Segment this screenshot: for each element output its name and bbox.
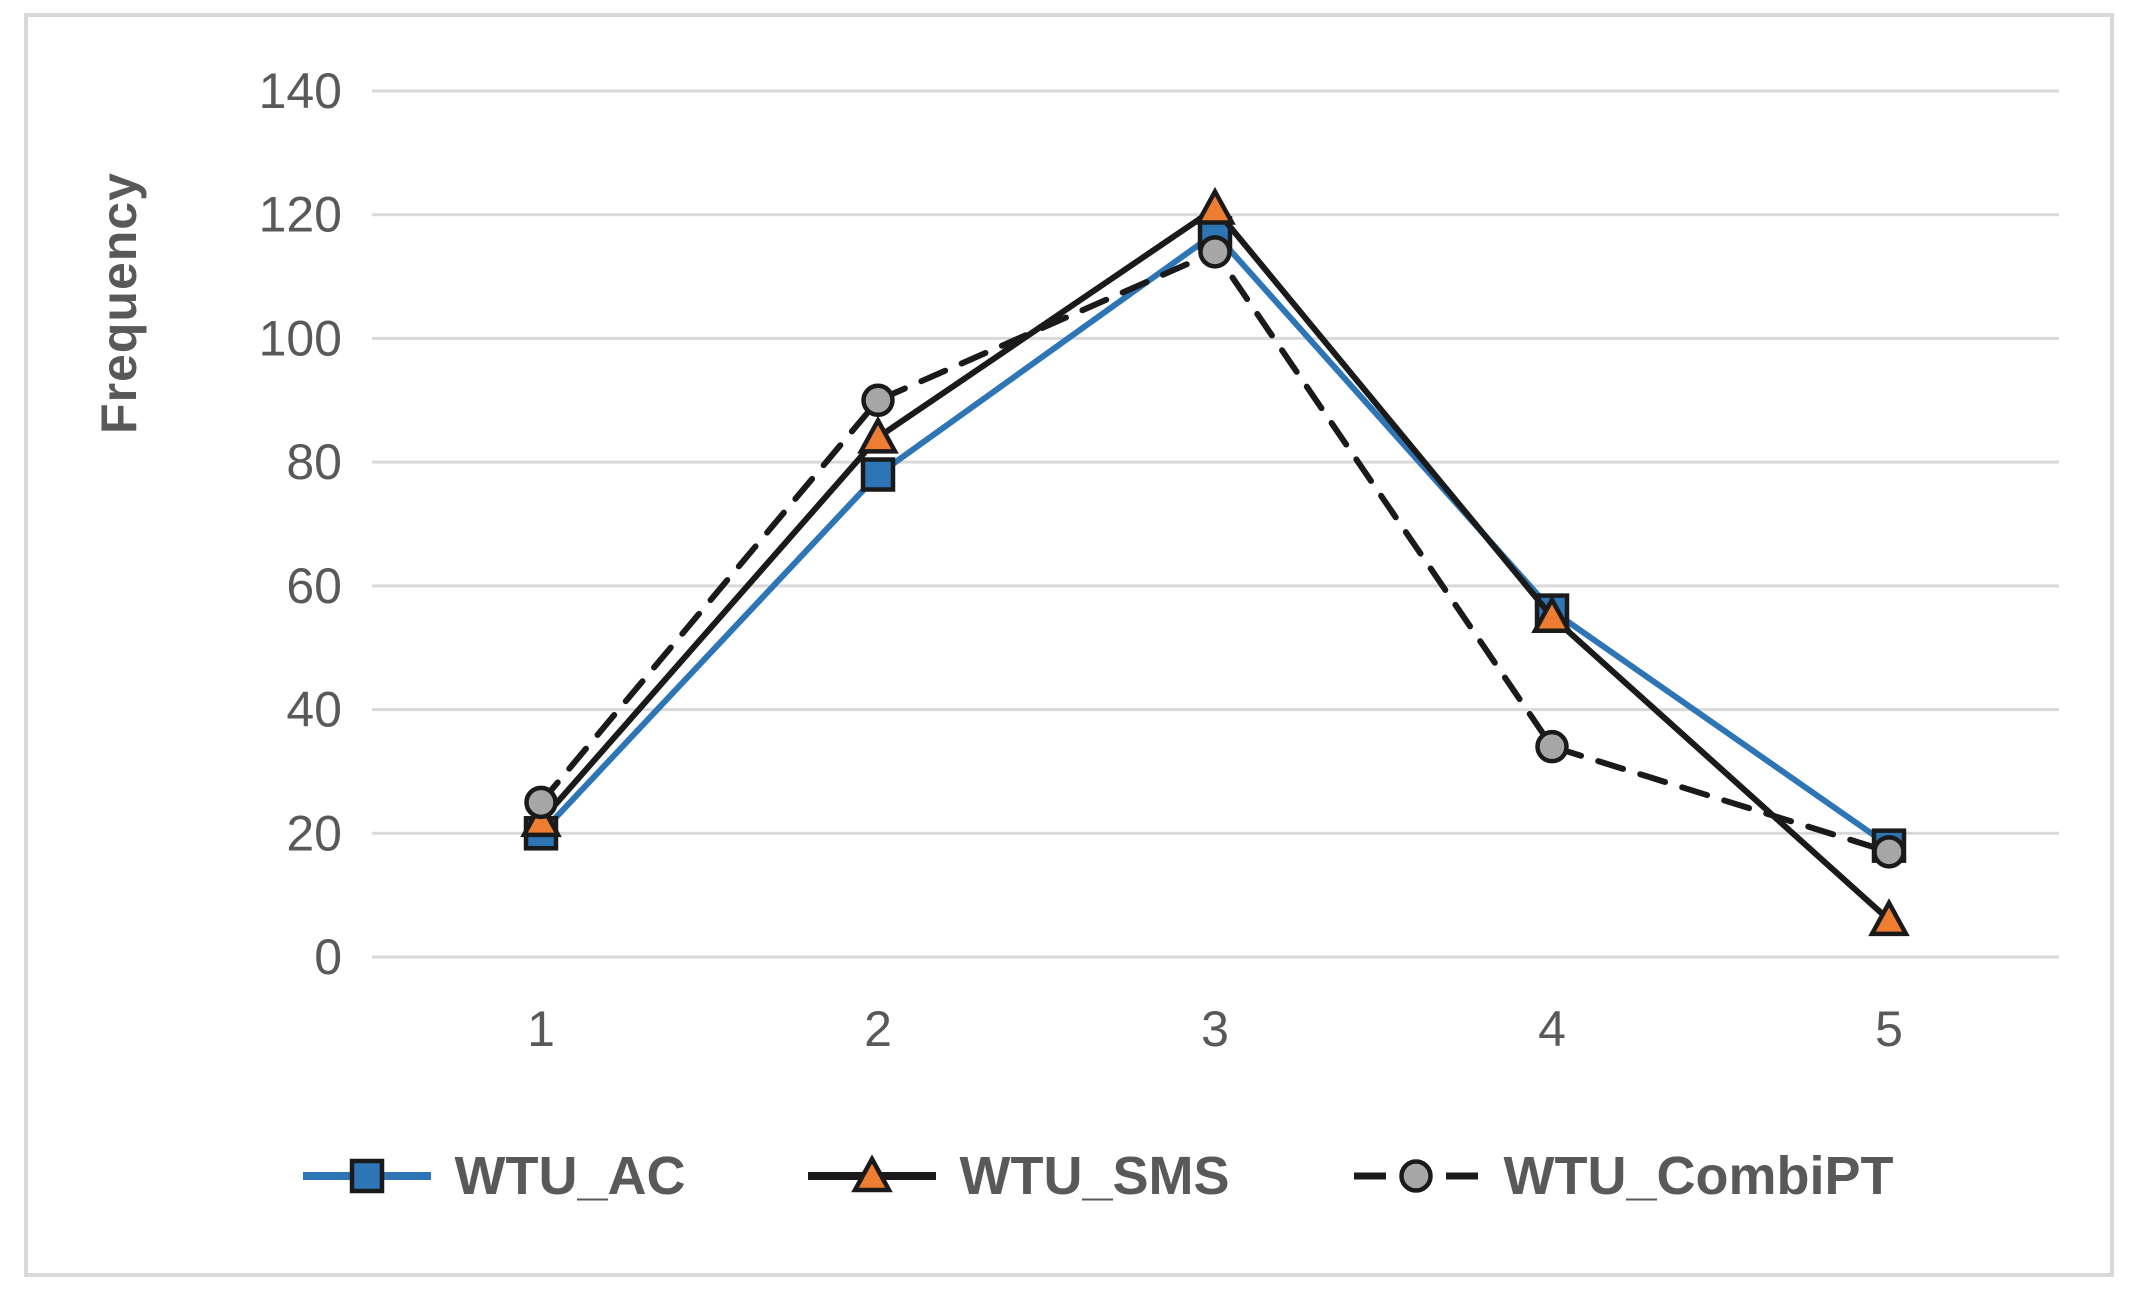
y-tick-label: 120 [259, 187, 342, 243]
legend-item: WTU_AC [301, 1145, 686, 1207]
data-point-marker [1868, 898, 1910, 937]
chart-svg: 0 20 40 60 80 100 120 140 1 2 3 4 5 [259, 63, 2059, 1057]
chart-figure: 0 20 40 60 80 100 120 140 1 2 3 4 5 Frequency WTU_AC… [24, 13, 2114, 1277]
data-point-marker [520, 799, 562, 838]
data-point-marker [861, 383, 895, 418]
series-WTU_CombiPT [524, 235, 1906, 869]
data-point-marker [850, 1154, 893, 1193]
data-point-marker [857, 415, 899, 454]
data-point-marker [1194, 186, 1236, 225]
y-tick-label: 100 [259, 310, 342, 366]
x-tick-label: 4 [1538, 1001, 1566, 1057]
legend-item: WTU_CombiPT [1350, 1145, 1894, 1207]
legend-marker-icon [807, 1154, 936, 1193]
series-WTU_SMS [520, 186, 1910, 937]
y-tick-label: 0 [314, 929, 342, 985]
x-tick-label: 1 [527, 1001, 555, 1057]
data-point-marker [1872, 835, 1906, 869]
data-point-marker [1535, 729, 1569, 764]
legend-label: WTU_CombiPT [1503, 1146, 1894, 1206]
data-point-marker [860, 457, 896, 492]
y-tick-label: 40 [286, 682, 342, 738]
data-point-marker [349, 1158, 384, 1194]
legend-label: WTU_AC [454, 1146, 686, 1206]
x-tick-label: 5 [1875, 1001, 1903, 1057]
legend-marker-icon [1353, 1159, 1478, 1193]
data-point-marker [524, 785, 558, 820]
data-point-marker [1398, 1159, 1433, 1193]
series-line [538, 248, 1892, 855]
chart-legend: WTU_AC WTU_SMS WTU_CombiPT [28, 1145, 2138, 1207]
legend-item: WTU_SMS [806, 1145, 1230, 1207]
x-tick-label: 3 [1201, 1001, 1229, 1057]
y-tick-label: 80 [286, 434, 342, 490]
x-tick-label: 2 [864, 1001, 892, 1057]
series-WTU_AC [523, 216, 1907, 863]
y-axis-title: Frequency [91, 172, 147, 434]
data-point-marker [1198, 235, 1232, 269]
legend-label: WTU_SMS [959, 1146, 1230, 1206]
series-line [538, 229, 1892, 849]
y-tick-label: 60 [286, 558, 342, 614]
data-point-marker [1531, 595, 1573, 634]
legend-marker-icon [302, 1158, 431, 1194]
y-tick-label: 20 [286, 805, 342, 861]
y-tick-label: 140 [259, 63, 342, 119]
